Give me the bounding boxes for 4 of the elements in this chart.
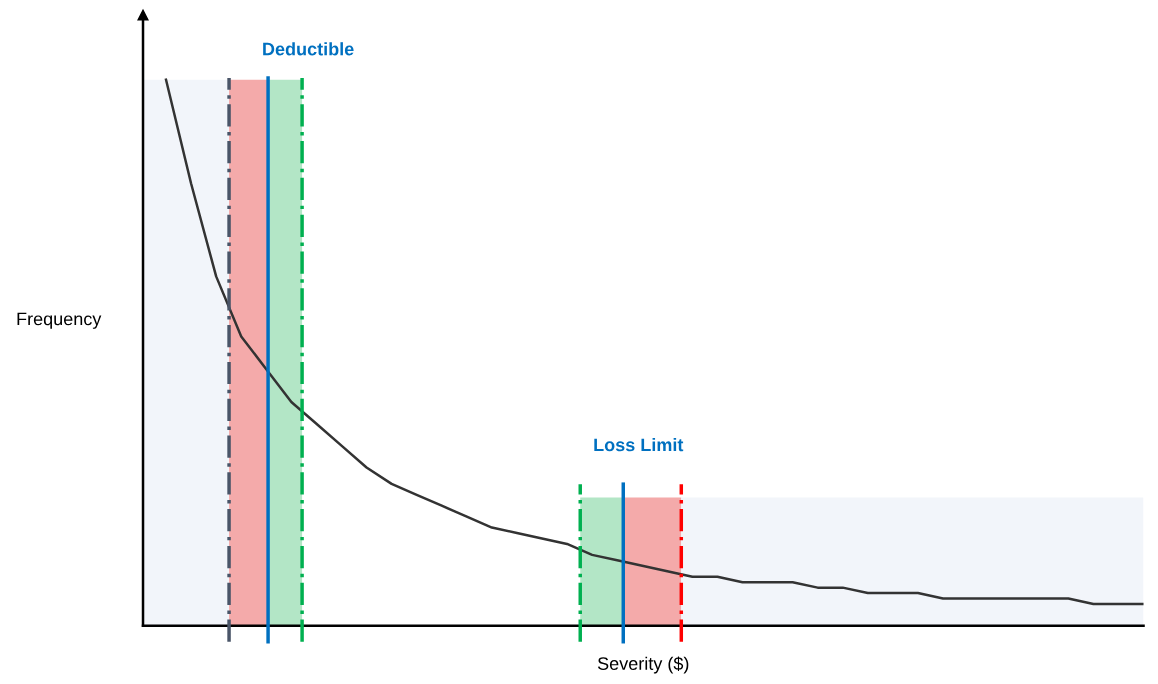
text: Deductible <box>263 42 354 56</box>
x-axis-title: Severity ($) <box>597 656 689 674</box>
annotation: Loss Limit <box>594 438 684 452</box>
y-axis-title: Frequency <box>17 312 102 329</box>
